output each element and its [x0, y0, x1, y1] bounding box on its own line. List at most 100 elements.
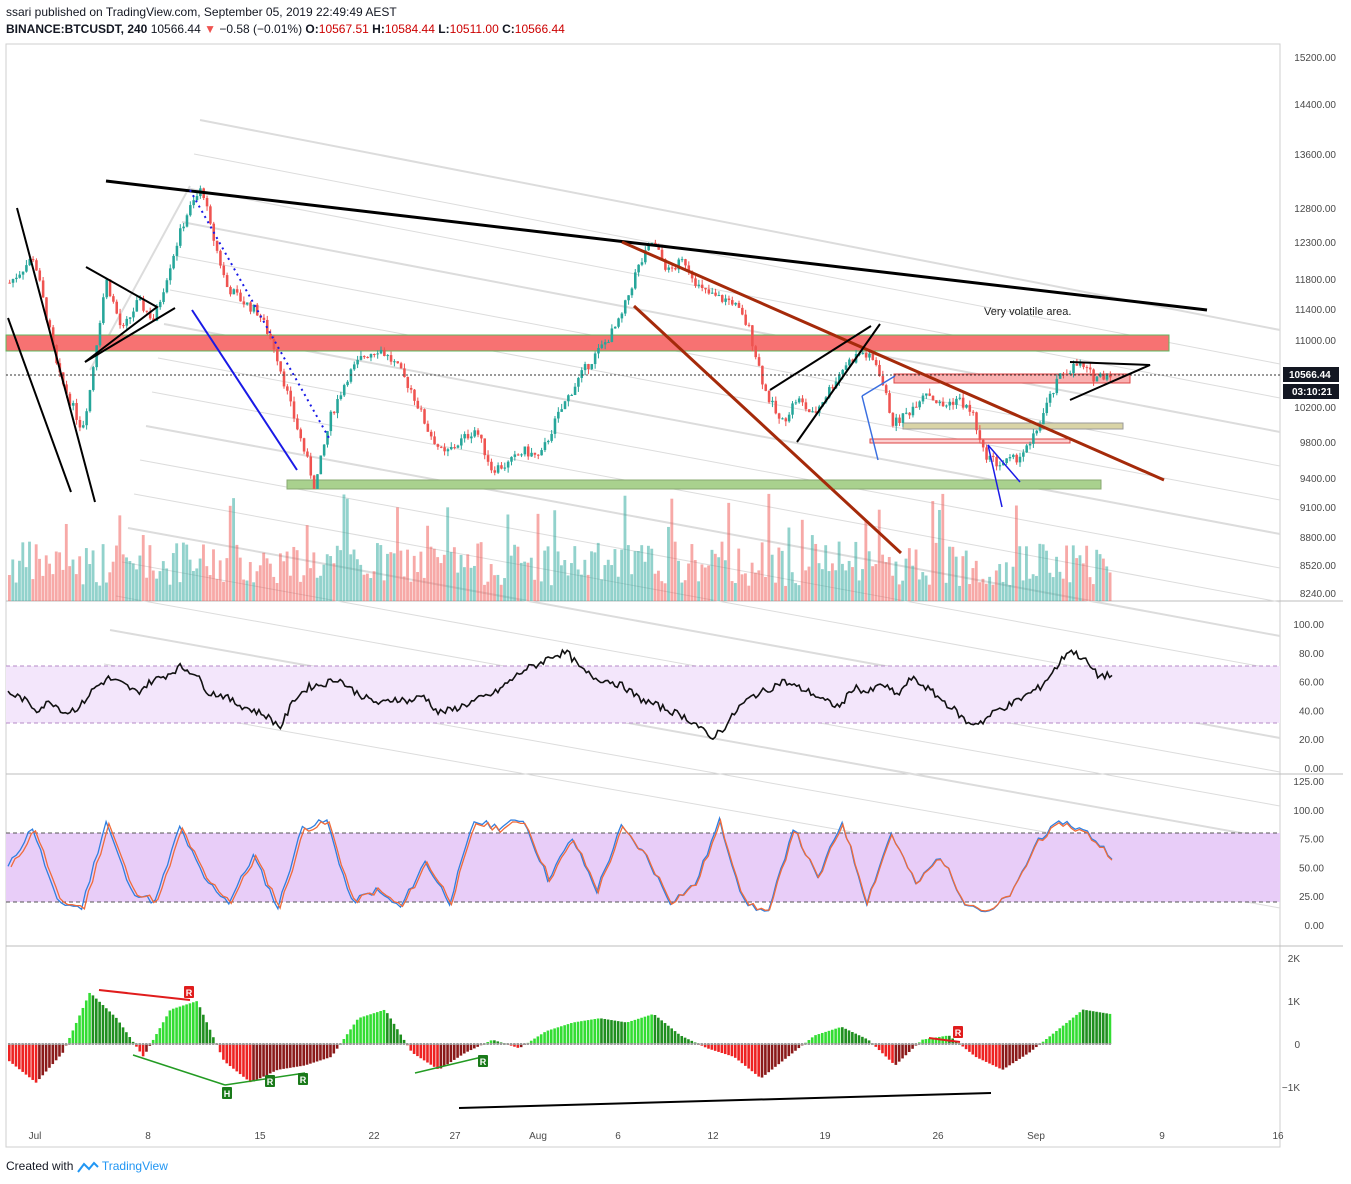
- time-axis[interactable]: Jul 8 15 22 27 Aug 6 12 19 26 Sep 9 16: [29, 1131, 1284, 1142]
- zero-line-dot: [476, 1043, 479, 1045]
- volume-bar: [804, 570, 808, 601]
- blue-dotted-line[interactable]: [189, 189, 330, 439]
- zero-line-dot: [536, 1043, 539, 1045]
- triangle-left-base[interactable]: [84, 307, 176, 363]
- volume-bar: [643, 561, 647, 601]
- triangle-left[interactable]: [84, 266, 159, 363]
- ohlc-line: BINANCE:BTCUSDT, 240 10566.44 ▼ −0.58 (−…: [6, 21, 1336, 38]
- zero-line-dot: [519, 1043, 523, 1045]
- zero-line-dot: [824, 1043, 827, 1045]
- rising-wedge-lower[interactable]: [796, 323, 881, 443]
- candle: [935, 400, 938, 404]
- zero-line-dot: [978, 1043, 981, 1045]
- volume-bar: [44, 555, 48, 601]
- bullish-divergence-line-c[interactable]: [414, 1056, 483, 1074]
- falling-wedge-line-a[interactable]: [7, 317, 72, 493]
- support-zone[interactable]: [286, 479, 1102, 490]
- volatile-note[interactable]: Very volatile area.: [984, 306, 1071, 318]
- zero-line-dot: [396, 1043, 399, 1045]
- volume-bar: [740, 574, 744, 601]
- volume-bar: [667, 526, 670, 601]
- trading-chart[interactable]: Very volatile area. R H R R R R 15200.00 14400…: [0, 40, 1351, 1154]
- minor-support-zone[interactable]: [902, 422, 1124, 430]
- long-downtrend-line[interactable]: [105, 179, 1208, 312]
- momentum-bar: [1105, 1013, 1108, 1044]
- volume-bar: [988, 576, 992, 601]
- zero-line-dot: [68, 1043, 71, 1045]
- descending-wedge-lower[interactable]: [632, 304, 903, 555]
- bearish-divergence-line-b[interactable]: [928, 1037, 961, 1043]
- candle: [1012, 454, 1015, 458]
- channel-line: [151, 391, 1281, 603]
- high-value: 10584.44: [384, 22, 435, 36]
- blue-flag-a[interactable]: [861, 395, 879, 461]
- pennant-right[interactable]: [1069, 361, 1151, 401]
- candle: [553, 418, 557, 434]
- rising-wedge-upper[interactable]: [769, 325, 872, 391]
- blue-trend-line[interactable]: [191, 309, 298, 471]
- volume-bar: [188, 559, 192, 601]
- volume-bar: [680, 582, 684, 601]
- momentum-bar: [476, 1044, 479, 1047]
- volume-bar: [854, 541, 858, 601]
- zero-line-dot: [1038, 1043, 1041, 1045]
- symbol-label[interactable]: BINANCE:BTCUSDT, 240: [6, 22, 148, 36]
- candle: [948, 401, 952, 406]
- price-axis[interactable]: 15200.00 14400.00 13600.00 12800.00 12300.00…: [1294, 53, 1336, 600]
- momentum-bar: [195, 1001, 198, 1044]
- momentum-trend-line[interactable]: [458, 1092, 992, 1109]
- zero-line-dot: [921, 1043, 924, 1045]
- zero-line-dot: [683, 1043, 687, 1045]
- volume-bar: [34, 544, 38, 601]
- minor-resistance-zone[interactable]: [893, 373, 1131, 384]
- minor-red-zone[interactable]: [869, 438, 1071, 444]
- volume-bar: [98, 585, 102, 601]
- momentum-bar: [747, 1044, 750, 1069]
- zero-line-dot: [974, 1043, 978, 1045]
- descending-wedge-upper[interactable]: [621, 240, 1165, 482]
- candle: [687, 265, 691, 272]
- momentum-bar: [934, 1037, 938, 1044]
- zero-line-dot: [369, 1043, 372, 1045]
- candle: [881, 376, 885, 386]
- volume-bar: [931, 501, 935, 601]
- momentum-bar: [432, 1044, 436, 1067]
- last-price: 10566.44: [150, 22, 201, 36]
- zero-line-dot: [697, 1043, 700, 1045]
- bearish-divergence-line[interactable]: [98, 989, 191, 1001]
- zero-line-dot: [84, 1043, 88, 1045]
- blue-flag-c[interactable]: [987, 444, 1003, 508]
- candle: [848, 359, 851, 366]
- volume-bar: [536, 513, 540, 601]
- momentum-bar: [971, 1044, 975, 1055]
- blue-flag-b[interactable]: [861, 375, 896, 397]
- falling-wedge-line-b[interactable]: [16, 207, 96, 503]
- tradingview-brand[interactable]: TradingView: [101, 1159, 168, 1173]
- zero-line-dot: [248, 1043, 252, 1045]
- close-value: 10566.44: [514, 22, 565, 36]
- volume-bar: [64, 523, 68, 601]
- candle: [1018, 456, 1022, 463]
- momentum-bar: [533, 1038, 536, 1044]
- volume-bar: [884, 562, 888, 601]
- zero-line-dot: [677, 1043, 680, 1045]
- volume-bar: [222, 581, 225, 601]
- volume-bar: [1088, 577, 1092, 601]
- candle: [1005, 458, 1008, 463]
- zero-line-dot: [392, 1043, 396, 1045]
- momentum-bar: [335, 1044, 339, 1049]
- blue-flag-d[interactable]: [987, 444, 1021, 483]
- candle: [590, 364, 594, 370]
- volume-bar: [871, 566, 874, 601]
- volume-bar: [1011, 566, 1015, 601]
- volume-bar: [1065, 545, 1069, 601]
- resistance-zone[interactable]: [5, 334, 1170, 352]
- candle: [239, 292, 242, 302]
- candle: [396, 361, 400, 364]
- volume-bar: [105, 582, 108, 601]
- momentum-bar: [1014, 1044, 1018, 1062]
- bullish-divergence-line-a[interactable]: [132, 1054, 226, 1086]
- candle: [1109, 374, 1112, 378]
- zero-line-dot: [1095, 1043, 1098, 1045]
- zero-line-dot: [563, 1043, 566, 1045]
